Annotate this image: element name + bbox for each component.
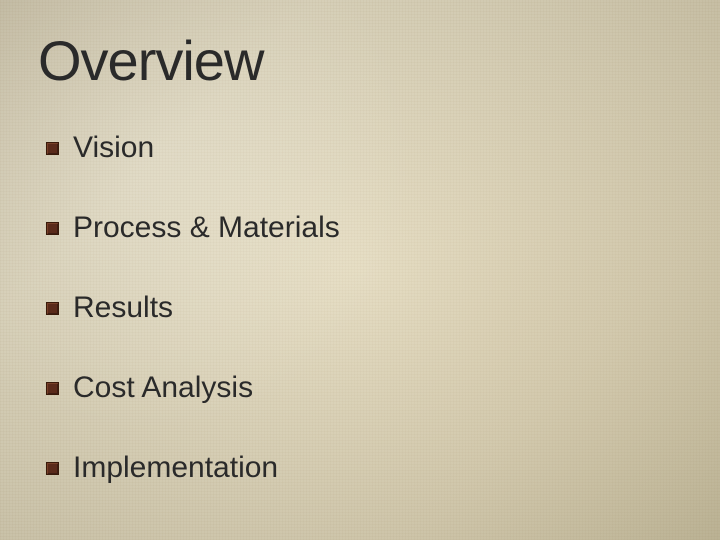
bullet-icon [46, 382, 59, 395]
slide-title: Overview [38, 28, 682, 93]
slide: Overview Vision Process & Materials Resu… [0, 0, 720, 540]
bullet-icon [46, 462, 59, 475]
bullet-text: Results [73, 291, 173, 325]
list-item: Cost Analysis [38, 371, 682, 405]
bullet-text: Vision [73, 131, 154, 165]
list-item: Vision [38, 131, 682, 165]
list-item: Process & Materials [38, 211, 682, 245]
bullet-icon [46, 142, 59, 155]
bullet-icon [46, 222, 59, 235]
bullet-text: Implementation [73, 451, 278, 485]
bullet-text: Process & Materials [73, 211, 340, 245]
bullet-icon [46, 302, 59, 315]
bullet-list: Vision Process & Materials Results Cost … [38, 131, 682, 485]
bullet-text: Cost Analysis [73, 371, 253, 405]
list-item: Results [38, 291, 682, 325]
list-item: Implementation [38, 451, 682, 485]
